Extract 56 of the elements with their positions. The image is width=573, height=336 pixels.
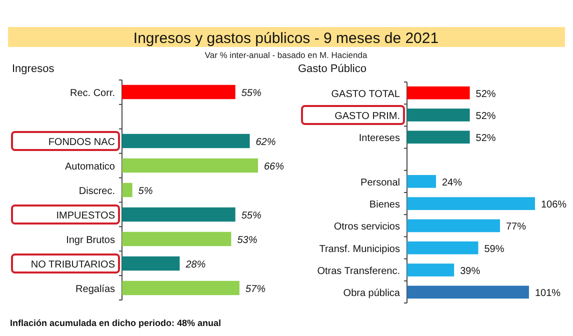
y-tick-label: Rec. Corr.	[70, 88, 115, 100]
data-label: 106%	[541, 200, 567, 211]
bar	[407, 197, 535, 210]
y-tick-label: GASTO PRIM.	[334, 110, 400, 122]
bar	[122, 158, 258, 173]
chart-title: Gasto Público	[298, 63, 366, 75]
data-label: 52%	[476, 110, 496, 122]
text: Inflación acumulada en dicho periodo: 48% anual	[10, 318, 222, 328]
data-label: 53%	[237, 235, 258, 246]
data-label: 28%	[184, 259, 206, 270]
data-label: 55%	[241, 210, 262, 222]
data-label: 39%	[460, 266, 480, 278]
y-tick-label: FONDOS NAC	[48, 137, 115, 148]
data-label: 77%	[506, 222, 526, 233]
bar	[407, 175, 436, 188]
y-tick-label: Regalías	[76, 284, 115, 295]
y-tick-label: Bienes	[369, 200, 400, 211]
bar	[407, 108, 470, 122]
y-tick-label: GASTO TOTAL	[331, 88, 400, 100]
data-label: 66%	[264, 162, 284, 172]
data-label: 52%	[476, 88, 496, 100]
y-tick-label: NO TRIBUTARIOS	[30, 259, 116, 270]
data-label: 24%	[442, 177, 462, 188]
text: Ingresos y gastos públicos - 9 meses de 2021	[133, 30, 439, 47]
y-tick-label: Obra pública	[343, 288, 400, 300]
y-tick-label: Intereses	[358, 133, 400, 144]
bar	[122, 232, 232, 246]
bar	[407, 264, 454, 276]
y-tick-label: Personal	[360, 177, 400, 188]
data-label: 57%	[245, 284, 266, 295]
data-label: 55%	[241, 88, 262, 100]
bar	[407, 286, 529, 299]
bar	[122, 182, 132, 198]
data-label: 101%	[534, 288, 561, 300]
bar	[407, 130, 470, 144]
bar	[407, 86, 470, 100]
y-tick-label: Discrec.	[78, 186, 115, 197]
bar	[122, 84, 236, 100]
bar	[122, 256, 180, 271]
data-label: 62%	[256, 137, 276, 148]
data-label: 5%	[138, 186, 153, 197]
bar	[407, 219, 500, 232]
y-tick-label: Transf. Municipios	[319, 244, 400, 255]
bar	[122, 134, 250, 148]
y-tick-label: Ingr Brutos	[66, 235, 115, 246]
bar	[122, 207, 236, 222]
data-label: 59%	[484, 244, 504, 255]
text: Var % inter-anual - basado en M. Hacienda	[204, 50, 368, 60]
y-tick-label: Otras Transferenc.	[317, 266, 400, 278]
text: Ingresos	[12, 63, 55, 75]
bar	[122, 280, 240, 296]
data-label: 52%	[476, 133, 496, 144]
y-tick-label: Automatico	[64, 162, 116, 172]
y-tick-label: Otros servicios	[334, 222, 400, 233]
y-tick-label: IMPUESTOS	[56, 210, 116, 222]
bar	[407, 241, 478, 254]
